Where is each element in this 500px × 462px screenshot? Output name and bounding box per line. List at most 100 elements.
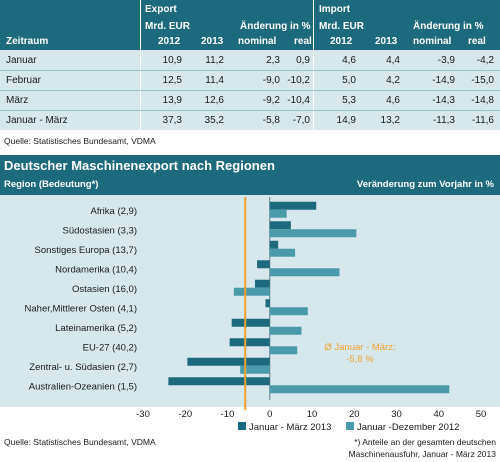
chart-header bbox=[0, 155, 500, 195]
bar-year-2012 bbox=[240, 365, 270, 374]
x-tick-label: -10 bbox=[221, 409, 235, 420]
cell-import-2013: 4,6 bbox=[386, 95, 400, 106]
footnote-line1: *) Anteile an der gesamten deutschen bbox=[354, 437, 496, 447]
x-tick-label: 20 bbox=[349, 409, 360, 420]
cell-export-real: -10,2 bbox=[287, 75, 310, 86]
cell-import-nominal: -3,9 bbox=[437, 55, 455, 66]
cell-export-nominal: -9,2 bbox=[262, 95, 280, 106]
category-label: Sonstiges Europa (13,7) bbox=[35, 245, 137, 256]
cell-import-2013: 4,4 bbox=[386, 55, 400, 66]
bar-q1-2013 bbox=[269, 240, 279, 249]
import-2013-header: 2013 bbox=[375, 36, 398, 47]
export-2013-header: 2013 bbox=[201, 36, 224, 47]
cell-import-2012: 14,9 bbox=[336, 115, 356, 126]
x-tick-label: -30 bbox=[136, 409, 150, 420]
legend-label: Januar - März 2013 bbox=[249, 422, 331, 433]
export-real-header: real bbox=[294, 36, 312, 47]
x-tick-label: 10 bbox=[307, 409, 318, 420]
trade-table: Export Import Mrd. EUR Änderung in % Mrd… bbox=[0, 0, 500, 130]
cell-import-nominal: -14,3 bbox=[432, 95, 455, 106]
cell-export-nominal: -5,8 bbox=[262, 115, 280, 126]
cell-export-2012: 12,5 bbox=[162, 75, 182, 86]
legend-label: Januar -Dezember 2012 bbox=[357, 422, 459, 433]
import-real-header: real bbox=[468, 36, 486, 47]
cell-export-nominal: 2,3 bbox=[266, 55, 280, 66]
bar-q1-2013 bbox=[254, 279, 270, 288]
cell-import-2013: 4,2 bbox=[386, 75, 400, 86]
cell-export-real: -10,4 bbox=[287, 95, 310, 106]
import-2012-header: 2012 bbox=[330, 36, 353, 47]
bar-year-2012 bbox=[269, 268, 340, 277]
bar-year-2012 bbox=[269, 209, 287, 218]
cell-export-2013: 11,2 bbox=[205, 55, 224, 66]
chart-source: Quelle: Statistisches Bundesamt, VDMA bbox=[4, 437, 156, 447]
import-change-header: Änderung in % bbox=[413, 21, 484, 32]
legend-swatch bbox=[238, 422, 246, 430]
x-tick-label: -20 bbox=[178, 409, 192, 420]
export-nominal-header: nominal bbox=[238, 36, 277, 47]
bar-q1-2013 bbox=[257, 260, 270, 269]
import-mrd-header: Mrd. EUR bbox=[319, 21, 364, 32]
cell-import-real: -14,8 bbox=[471, 95, 494, 106]
cell-export-2012: 10,9 bbox=[162, 55, 182, 66]
category-label: EU-27 (40,2) bbox=[83, 342, 137, 353]
category-label: Südostasien (3,3) bbox=[63, 225, 137, 236]
table-source: Quelle: Statistisches Bundesamt, VDMA bbox=[4, 136, 156, 146]
bar-q1-2013 bbox=[168, 377, 270, 386]
bar-year-2012 bbox=[269, 307, 308, 316]
cell-import-2012: 5,3 bbox=[342, 95, 356, 106]
bar-year-2012 bbox=[269, 229, 357, 238]
table-row: Januar - März 37,3 35,2 -5,8 -7,0 14,9 1… bbox=[0, 111, 500, 131]
export-mrd-header: Mrd. EUR bbox=[145, 21, 190, 32]
cell-export-2013: 12,6 bbox=[204, 95, 224, 106]
cell-import-2012: 4,6 bbox=[342, 55, 356, 66]
bar-q1-2013 bbox=[265, 299, 270, 308]
cell-import-nominal: -11,3 bbox=[432, 115, 455, 126]
category-label: Afrika (2,9) bbox=[91, 206, 137, 217]
bar-year-2012 bbox=[269, 346, 298, 355]
chart-title: Deutscher Maschinenexport nach Regionen bbox=[4, 158, 275, 173]
cell-export-nominal: -9,0 bbox=[262, 75, 280, 86]
cell-export-real: 0,9 bbox=[296, 55, 310, 66]
legend-swatch bbox=[346, 422, 354, 430]
x-tick-label: 50 bbox=[476, 409, 487, 420]
cell-export-2013: 11,4 bbox=[205, 75, 224, 86]
x-tick-label: 0 bbox=[267, 409, 272, 420]
average-value-label: -5,8 % bbox=[346, 354, 374, 365]
import-group-header: Import bbox=[319, 4, 351, 15]
bar-q1-2013 bbox=[229, 338, 270, 347]
category-label: Zentral- u. Südasien (2,7) bbox=[29, 362, 137, 373]
category-label: Lateinamerika (5,2) bbox=[55, 323, 137, 334]
export-group-header: Export bbox=[145, 4, 177, 15]
category-label: Australien-Ozeanien (1,5) bbox=[29, 381, 137, 392]
cell-export-2013: 35,2 bbox=[204, 115, 224, 126]
category-label: Nordamerika (10,4) bbox=[55, 264, 137, 275]
table-row: Februar 12,5 11,4 -9,0 -10,2 5,0 4,2 -14… bbox=[0, 71, 500, 91]
bar-q1-2013 bbox=[187, 357, 270, 366]
import-nominal-header: nominal bbox=[413, 36, 452, 47]
region-header: Region (Bedeutung*) bbox=[4, 179, 99, 190]
export-2012-header: 2012 bbox=[158, 36, 181, 47]
bar-q1-2013 bbox=[231, 318, 270, 327]
row-period: Februar bbox=[6, 75, 42, 86]
cell-import-real: -15,0 bbox=[471, 75, 494, 86]
bar-q1-2013 bbox=[269, 221, 291, 230]
cell-import-2013: 13,2 bbox=[380, 115, 400, 126]
row-period: März bbox=[6, 95, 29, 106]
bar-q1-2013 bbox=[269, 201, 317, 210]
bar-year-2012 bbox=[269, 248, 296, 257]
footnote-line2: Maschinenausfuhr, Januar - März 2013 bbox=[348, 449, 496, 459]
row-period: Januar - März bbox=[6, 115, 68, 126]
bar-year-2012 bbox=[233, 287, 270, 296]
period-header: Zeitraum bbox=[6, 36, 49, 47]
cell-import-2012: 5,0 bbox=[342, 75, 356, 86]
cell-import-real: -11,6 bbox=[471, 115, 494, 126]
category-label: Ostasien (16,0) bbox=[72, 284, 137, 295]
x-tick-label: 30 bbox=[391, 409, 402, 420]
cell-import-nominal: -14,9 bbox=[432, 75, 455, 86]
cell-export-2012: 13,9 bbox=[162, 95, 182, 106]
bar-year-2012 bbox=[269, 385, 450, 394]
table-row: März 13,9 12,6 -9,2 -10,4 5,3 4,6 -14,3 … bbox=[0, 91, 500, 111]
cell-import-real: -4,2 bbox=[476, 55, 494, 66]
